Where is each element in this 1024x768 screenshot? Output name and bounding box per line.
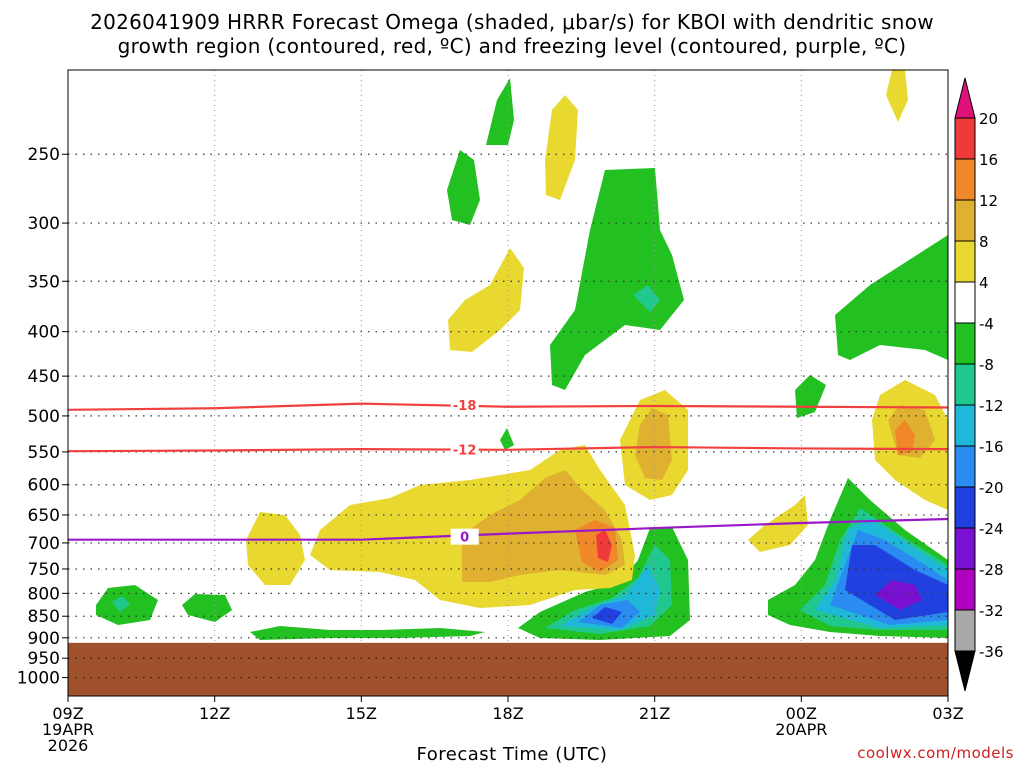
colorbar-label: 20: [979, 110, 998, 128]
y-tick-label: 600: [28, 476, 60, 496]
terrain-rect: [68, 642, 948, 696]
omega-shade-green: [835, 235, 948, 360]
y-tick-label: 250: [28, 145, 60, 165]
x-tick-label: 18Z: [492, 704, 523, 723]
colorbar-swatch: [954, 527, 976, 570]
colorbar-label: 4: [979, 274, 989, 292]
x-axis-title: Forecast Time (UTC): [416, 744, 608, 765]
y-tick-label: 700: [28, 534, 60, 554]
credit-text: coolwx.com/models: [857, 744, 1014, 762]
chart-title-line-1: 2026041909 HRRR Forecast Omega (shaded, …: [90, 10, 934, 34]
colorbar-label: -32: [979, 602, 1004, 620]
y-tick-label: 650: [28, 506, 60, 526]
x-tick-label: 19APR: [42, 720, 94, 739]
y-tick-label: 900: [28, 629, 60, 649]
contour-label: -18: [453, 399, 477, 414]
x-tick-label: 21Z: [639, 704, 670, 723]
colorbar-label: 16: [979, 151, 998, 169]
omega-shade-purple: [875, 580, 922, 610]
colorbar-swatch: [954, 240, 976, 283]
x-tick-label: 20APR: [775, 720, 827, 739]
y-tick-label: 450: [28, 367, 60, 387]
x-tick-label: 00Z: [786, 704, 817, 723]
x-tick-label: 2026: [48, 736, 89, 755]
y-tick-label: 1000: [17, 669, 60, 689]
colorbar-swatch: [954, 158, 976, 201]
colorbar-swatch: [954, 568, 976, 611]
colorbar-label: -12: [979, 397, 1004, 415]
terrain-fill: [68, 642, 948, 696]
y-tick-label: 750: [28, 560, 60, 580]
omega-shade-amber: [635, 408, 672, 480]
contour-label-bg: [450, 441, 479, 458]
colorbar-label: 8: [979, 233, 989, 251]
omega-shade-green: [795, 375, 826, 418]
x-tick-label: 09Z: [52, 704, 83, 723]
omega-shade-green: [447, 150, 480, 225]
contour-label-bg: [450, 397, 479, 414]
x-tick-label: 15Z: [346, 704, 377, 723]
colorbar-label: -16: [979, 438, 1004, 456]
colorbar-label: -36: [979, 643, 1004, 661]
colorbar-swatch: [954, 281, 976, 324]
contour-label-bg: [450, 528, 479, 545]
colorbar-swatch: [954, 486, 976, 529]
omega-shade-green: [550, 168, 684, 390]
colorbar-swatch: [954, 404, 976, 447]
y-tick-label: 400: [28, 323, 60, 343]
y-tick-label: 850: [28, 607, 60, 627]
y-tick-label: 350: [28, 272, 60, 292]
omega-shade-cyan: [112, 596, 130, 612]
colorbar-label: 12: [979, 192, 998, 210]
contour-line: [68, 517, 949, 541]
y-tick-label: 300: [28, 214, 60, 234]
x-tick-label: 03Z: [932, 704, 963, 723]
contour-label: -12: [453, 443, 477, 458]
temperature-contours: -18 -12 0: [67, 397, 949, 546]
omega-shade-green: [486, 78, 514, 145]
omega-shade-yellow: [545, 95, 578, 200]
omega-shade-yellow: [886, 70, 908, 122]
y-tick-label: 800: [28, 584, 60, 604]
colorbar-top-arrow: [954, 77, 976, 119]
contour-line: [67, 445, 949, 453]
y-tick-label: 550: [28, 443, 60, 463]
omega-shade-red: [596, 530, 612, 562]
omega-shade-cyan: [633, 285, 660, 312]
colorbar-label: -24: [979, 520, 1004, 538]
omega-shade-green: [250, 626, 485, 640]
omega-shade-orange: [895, 420, 915, 455]
colorbar-swatch: [954, 199, 976, 242]
colorbar-swatch: [954, 609, 976, 652]
contour-line: [67, 402, 949, 411]
chart-title-line-2: growth region (contoured, red, ºC) and f…: [117, 34, 907, 58]
y-tick-label: 500: [28, 407, 60, 427]
omega-shade-yellow: [448, 248, 524, 352]
colorbar-label: -28: [979, 561, 1004, 579]
colorbar-swatch: [954, 322, 976, 365]
colorbar-label: -20: [979, 479, 1004, 497]
y-tick-label: 950: [28, 649, 60, 669]
y-axis-ticks: 2503003504004505005506006507007508008509…: [17, 145, 68, 689]
shaded-omega-field: [96, 70, 948, 640]
colorbar-swatch: [954, 445, 976, 488]
colorbar-label: -4: [979, 315, 994, 333]
x-tick-label: 12Z: [199, 704, 230, 723]
colorbar-label: -8: [979, 356, 994, 374]
omega-shade-yellow: [246, 512, 305, 585]
contour-label: 0: [460, 531, 469, 546]
colorbar-bottom-arrow: [954, 650, 976, 692]
colorbar-swatch: [954, 117, 976, 160]
omega-colorbar: 20 16 12 8 4 -4 -8 -12 -16 -20 -24 -28 -32 -36: [954, 77, 1004, 692]
omega-shade-darkblue: [592, 607, 622, 624]
omega-shade-green: [500, 428, 514, 450]
omega-shade-green: [182, 594, 232, 622]
colorbar-swatch: [954, 363, 976, 406]
